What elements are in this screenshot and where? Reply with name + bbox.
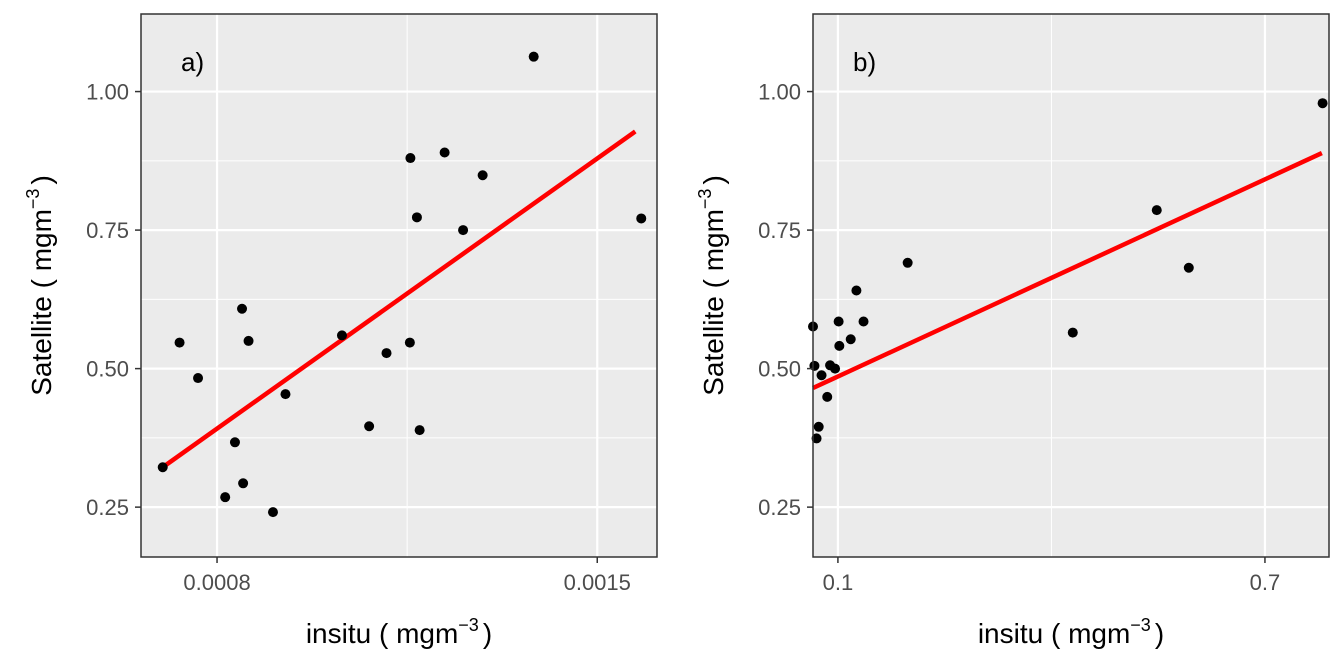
data-point-9 (834, 340, 845, 351)
panel-a-fit-line (161, 129, 637, 470)
panel-a-x-axis-title: insitu ( mgm−3) (306, 615, 492, 649)
data-point-21 (636, 213, 647, 224)
x-tick-label-1: 0.0015 (564, 570, 631, 595)
data-point-7 (830, 363, 841, 374)
panel-b-x-axis-title: insitu ( mgm−3) (978, 615, 1164, 649)
data-point-6 (238, 478, 249, 489)
data-point-4 (229, 437, 240, 448)
data-point-14 (405, 153, 416, 164)
panel-b-fit-line (812, 151, 1323, 391)
x-tick-label-0: 0.0008 (183, 570, 250, 595)
data-point-17 (439, 147, 450, 158)
panel-a-y-axis-title-close: ) (26, 175, 57, 184)
panel-b-major-grid (813, 14, 1329, 557)
panel-a-x-axis-title-exponent: −3 (458, 615, 479, 635)
data-point-13 (902, 257, 913, 268)
panel-b-border (812, 13, 1330, 558)
data-point-20 (528, 51, 539, 62)
y-tick-label-0: 0.25 (758, 495, 801, 520)
data-point-12 (381, 348, 392, 359)
panel-b: 0.1 0.7 0.250.500.751.00 b) insitu ( mgm−… (695, 13, 1330, 649)
panel-b-x-axis-title-exponent: −3 (1130, 615, 1151, 635)
y-tick-label-3: 1.00 (86, 80, 129, 105)
y-tick-label-1: 0.50 (86, 357, 129, 382)
x-tick-label-0: 0.1 (823, 570, 854, 595)
y-tick-label-0: 0.25 (86, 495, 129, 520)
data-point-15 (411, 212, 422, 223)
y-tick-label-1: 0.50 (758, 357, 801, 382)
panel-b-minor-grid (813, 14, 1329, 557)
panel-b-x-axis-title-close: ) (1155, 618, 1164, 649)
data-point-14 (1067, 327, 1078, 338)
panel-b-y-axis-title-exponent: −3 (695, 189, 715, 210)
panel-b-y-axis-title: Satellite ( mgm−3) (695, 175, 729, 396)
panel-b-x-axis-title-text: insitu ( mgm (978, 618, 1130, 649)
data-point-2 (811, 433, 822, 444)
data-point-10 (845, 334, 856, 345)
panel-a-border (140, 13, 658, 558)
panel-a-y-ticks: 0.25 0.50 0.75 1.00 (86, 80, 141, 520)
panel-a-y-axis-title-exponent: −3 (23, 189, 43, 210)
data-point-18 (458, 225, 469, 236)
data-point-3 (220, 492, 231, 503)
panel-b-points (808, 98, 1328, 444)
panel-b-x-ticks: 0.1 0.7 (823, 557, 1281, 595)
data-point-15 (1151, 205, 1162, 216)
panel-a: 0.0008 0.0015 0.25 0.50 0.75 1.00 a) insitu … (23, 13, 658, 649)
data-point-11 (851, 285, 862, 296)
data-point-16 (1183, 262, 1194, 273)
panel-b-background (813, 14, 1329, 557)
data-point-10 (336, 330, 347, 341)
panel-a-x-axis-title-close: ) (483, 618, 492, 649)
y-tick-label-2: 0.75 (86, 218, 129, 243)
data-point-4 (816, 370, 827, 381)
panel-a-background (141, 14, 657, 557)
panel-b-label: b) (853, 47, 876, 77)
data-point-5 (237, 303, 248, 314)
data-point-16 (414, 425, 425, 436)
panel-a-x-ticks: 0.0008 0.0015 (183, 557, 631, 595)
panel-b-y-axis-title-text: Satellite ( mgm (698, 209, 729, 396)
panel-a-minor-grid (141, 14, 657, 557)
data-point-9 (280, 389, 291, 400)
panel-a-y-axis-title: Satellite ( mgm−3) (23, 175, 57, 396)
panel-a-major-grid (141, 14, 657, 557)
panel-a-points (157, 51, 647, 518)
panel-b-y-axis-title-close: ) (698, 175, 729, 184)
data-point-17 (1317, 98, 1328, 109)
data-point-2 (193, 373, 204, 384)
panel-a-y-axis-title-text: Satellite ( mgm (26, 209, 57, 396)
data-point-11 (364, 421, 375, 432)
data-point-13 (404, 337, 415, 348)
x-tick-label-1: 0.7 (1250, 570, 1281, 595)
panel-b-y-ticks: 0.25 0.50 0.75 1.00 (758, 80, 813, 520)
data-point-19 (477, 170, 488, 181)
panel-a-x-axis-title-text: insitu ( mgm (306, 618, 458, 649)
data-point-12 (858, 316, 869, 327)
data-point-1 (174, 337, 185, 348)
data-point-5 (822, 391, 833, 402)
data-point-7 (243, 335, 254, 346)
data-point-8 (267, 507, 278, 518)
data-point-8 (833, 316, 844, 327)
data-point-0 (157, 462, 168, 473)
y-tick-label-2: 0.75 (758, 218, 801, 243)
y-tick-label-3: 1.00 (758, 80, 801, 105)
data-point-3 (813, 421, 824, 432)
panel-a-label: a) (181, 47, 204, 77)
